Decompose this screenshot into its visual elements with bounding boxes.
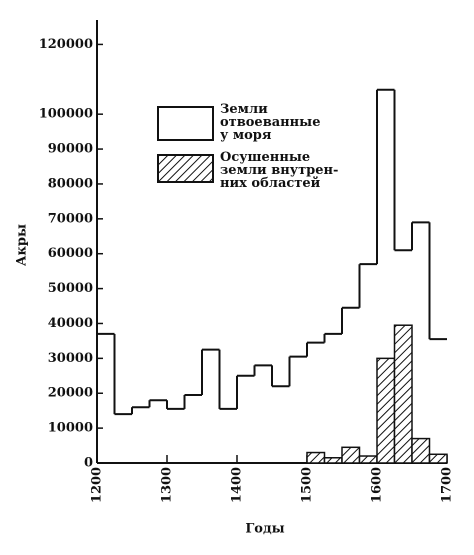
x-tick-label: 1300 bbox=[160, 467, 175, 503]
x-tick-label: 1500 bbox=[300, 467, 315, 503]
y-tick-label: 40000 bbox=[48, 316, 93, 331]
hatched-bar bbox=[323, 457, 343, 464]
x-tick-label: 1400 bbox=[230, 467, 245, 503]
y-tick-label: 80000 bbox=[48, 176, 93, 191]
legend-label: Осушенные земли внутрен-них областей bbox=[220, 150, 338, 191]
y-tick-label: 10000 bbox=[48, 421, 93, 436]
y-axis-label: Акры bbox=[15, 224, 30, 266]
hatched-bar bbox=[411, 437, 431, 464]
y-tick-label: 50000 bbox=[48, 281, 93, 296]
y-tick-label: 100000 bbox=[39, 107, 93, 122]
hatched-bar bbox=[428, 453, 448, 464]
x-tick-label: 1200 bbox=[90, 467, 105, 503]
hatched-bar bbox=[306, 451, 326, 464]
y-tick-label: 20000 bbox=[48, 386, 93, 401]
hatched-bar bbox=[358, 455, 378, 464]
y-tick-label: 70000 bbox=[48, 211, 93, 226]
y-tick-label: 60000 bbox=[48, 246, 93, 261]
y-tick-label: 0 bbox=[84, 456, 93, 471]
legend-label: Земли отвоеванные у моря bbox=[220, 102, 321, 143]
hatched-bar bbox=[341, 446, 361, 464]
hatched-bar bbox=[393, 324, 413, 464]
y-tick-label: 120000 bbox=[39, 37, 93, 52]
x-axis-label: Годы bbox=[245, 522, 284, 537]
x-tick-label: 1600 bbox=[370, 467, 385, 503]
x-tick-label: 1700 bbox=[440, 467, 455, 503]
legend-swatch bbox=[157, 154, 214, 183]
y-tick-label: 30000 bbox=[48, 351, 93, 366]
hatched-bar bbox=[376, 357, 396, 464]
y-tick-label: 90000 bbox=[48, 142, 93, 157]
legend-swatch bbox=[157, 106, 214, 141]
